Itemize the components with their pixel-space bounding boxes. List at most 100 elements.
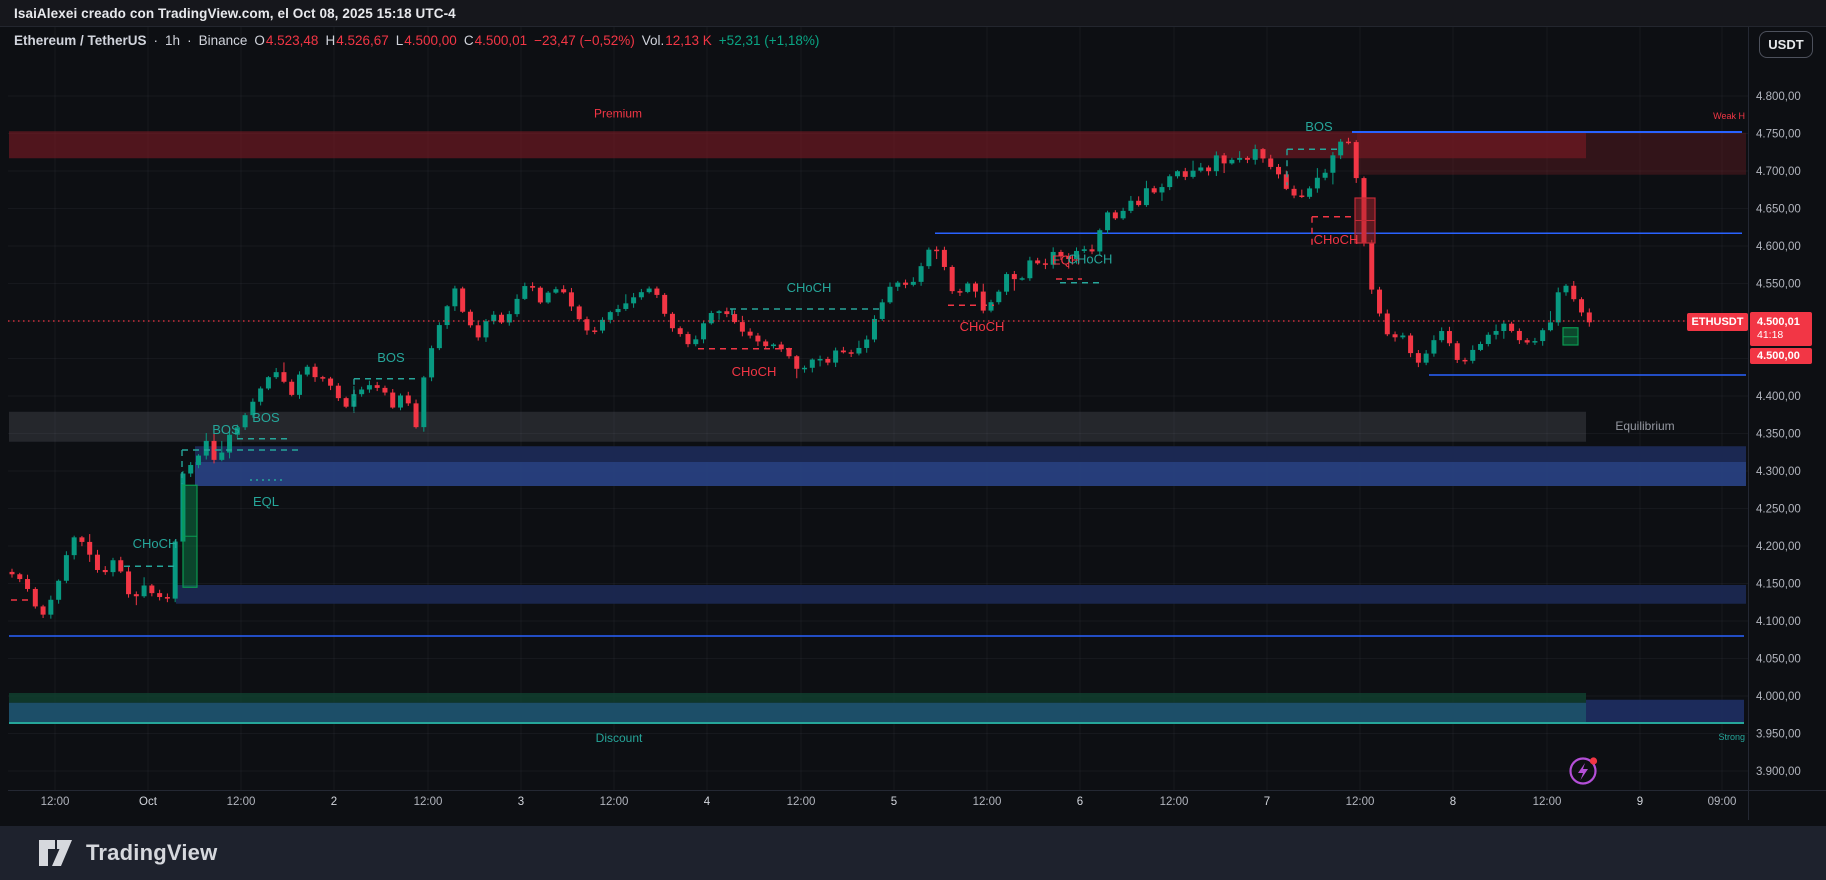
candle-body [778, 344, 784, 350]
time-axis[interactable]: 12:00 Oct 12:00 2 12:00 3 12:00 4 12:00 5 12:00 6 12… [41, 796, 1737, 808]
candle-body [662, 294, 668, 314]
candle-body [1439, 331, 1445, 341]
candle-body [724, 311, 730, 315]
price-axis[interactable]: 4.800,00 4.750,00 4.700,00 4.650,00 4.600,00… [1756, 91, 1801, 778]
candle-body [996, 291, 1002, 303]
candle-body [1276, 166, 1282, 175]
time-axis-label: 9 [1637, 796, 1643, 808]
candle-body [1516, 330, 1522, 341]
candle-body [887, 286, 893, 303]
discount-green-band [9, 693, 1586, 703]
candle-body [1229, 159, 1235, 164]
candle-body [335, 385, 341, 399]
candle-body [289, 381, 295, 395]
tradingview-logo-icon[interactable] [38, 837, 74, 869]
annotation-label: Weak H [1713, 111, 1745, 121]
symbol-legend[interactable]: Ethereum / TetherUS · 1h · Binance O 4.52… [14, 33, 819, 48]
candle-body [965, 283, 971, 292]
price-axis-label: 4.650,00 [1756, 204, 1801, 216]
currency-toggle-button[interactable]: USDT [1759, 31, 1813, 58]
candle-body [871, 318, 877, 340]
candle-body [988, 302, 994, 311]
candle-body [219, 452, 225, 460]
candle-body [1423, 353, 1429, 363]
annotation-label: BOS [252, 410, 280, 425]
candle-body [1377, 289, 1383, 314]
low-value: L 4.500,00 [395, 33, 457, 48]
symbol-name[interactable]: Ethereum / TetherUS [14, 33, 147, 48]
candle-body [429, 348, 435, 378]
time-axis-label: 12:00 [1160, 796, 1189, 808]
candle-body [646, 288, 652, 293]
price-axis-label: 4.700,00 [1756, 166, 1801, 178]
separator: · [153, 33, 159, 48]
candle-body [1244, 157, 1250, 160]
candle-body [732, 314, 738, 323]
level-lines [9, 131, 1746, 724]
candle-body [56, 580, 62, 600]
candle-body [1493, 331, 1499, 335]
candle-body [840, 350, 846, 353]
candle-body [763, 341, 769, 347]
candle-body [910, 281, 916, 285]
high-value: H 4.526,67 [325, 33, 389, 48]
candle-body [1097, 230, 1103, 252]
candle-body [1408, 335, 1414, 354]
interval-label[interactable]: 1h [165, 33, 181, 48]
price-axis-label: 4.250,00 [1756, 504, 1801, 516]
candle-body [211, 440, 217, 460]
candle-body [701, 323, 707, 340]
candle-body [102, 569, 108, 573]
candle-body [149, 585, 155, 594]
candle-body [1105, 212, 1111, 231]
candle-body [491, 314, 497, 322]
candle-body [133, 594, 139, 597]
demand-navy-upper [195, 446, 1746, 462]
candle-body [1073, 250, 1079, 260]
premium-zone [9, 131, 1586, 159]
candle-body [755, 335, 761, 342]
price-axis-label: 4.200,00 [1756, 541, 1801, 553]
candle-body [980, 291, 986, 311]
price-axis-label: 4.800,00 [1756, 91, 1801, 103]
candle-body [1252, 149, 1258, 160]
candle-body [739, 322, 745, 332]
candle-body [1524, 340, 1530, 343]
candle-body [957, 291, 963, 293]
candle-body [817, 358, 823, 361]
candle-body [1369, 242, 1375, 290]
candle-body [366, 385, 372, 390]
candle-body [1338, 141, 1344, 156]
candle-body [17, 574, 23, 580]
annotation-label: EQL [253, 494, 279, 509]
volume-change-value: +52,31 (+1,18%) [718, 33, 820, 48]
candle-body [809, 359, 815, 368]
price-axis-label: 3.950,00 [1756, 729, 1801, 741]
separator: · [187, 33, 192, 48]
demand-navy-mid [176, 585, 1746, 604]
candle-body [1206, 167, 1212, 172]
candle-body [576, 306, 582, 320]
candle-body [1392, 334, 1398, 338]
candle-body [405, 395, 411, 404]
candle-body [296, 374, 302, 395]
candle-body [747, 331, 753, 336]
candle-body [1415, 353, 1421, 363]
candle-body [460, 288, 466, 312]
candle-body [1547, 322, 1553, 331]
annotation-label: BOS [377, 350, 405, 365]
candle-body [444, 306, 450, 326]
exchange-label[interactable]: Binance [198, 33, 248, 48]
tradingview-wordmark[interactable]: TradingView [86, 840, 218, 865]
lightning-boost-icon [1569, 757, 1598, 785]
candle-body [1586, 312, 1592, 323]
candle-body [188, 465, 194, 474]
candle-body [1042, 263, 1048, 265]
time-axis-label: 12:00 [227, 796, 256, 808]
boost-button[interactable] [1566, 753, 1602, 789]
candle-body [281, 372, 287, 382]
candle-body [234, 427, 240, 435]
candle-body [1532, 341, 1538, 343]
price-axis-label: 3.900,00 [1756, 766, 1801, 778]
